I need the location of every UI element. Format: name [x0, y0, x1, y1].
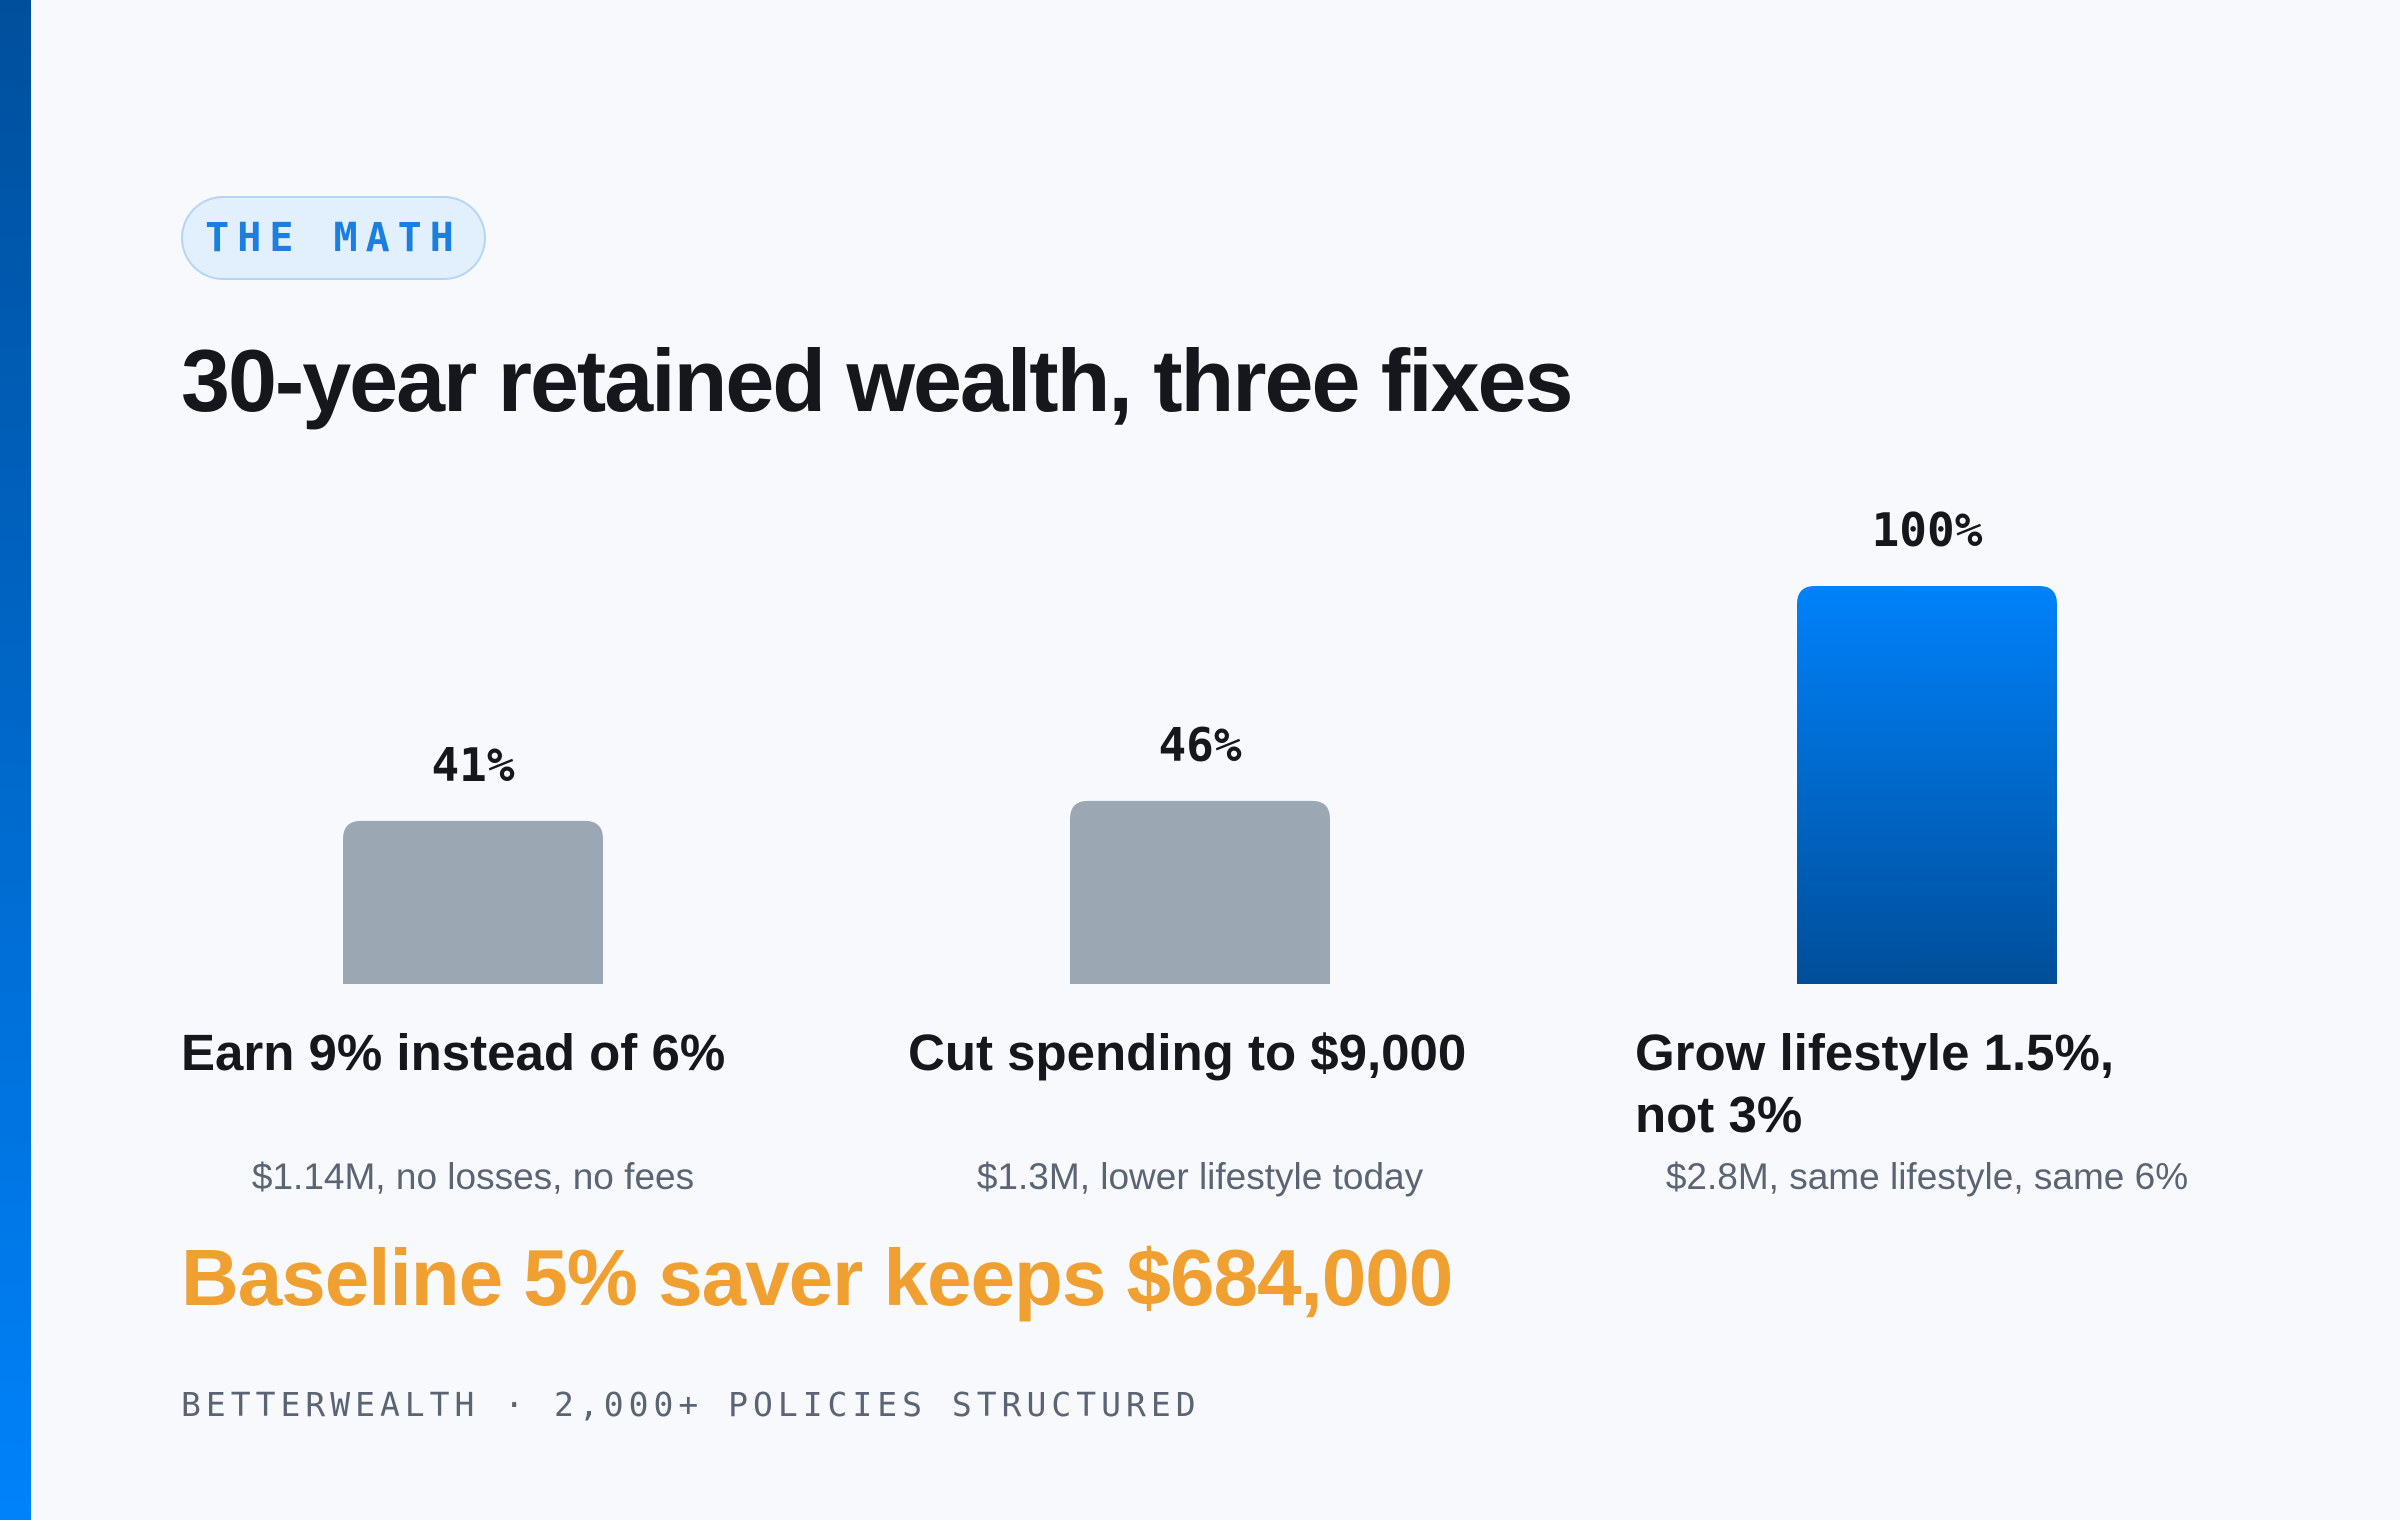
bar — [343, 820, 603, 984]
footer: BETTERWEALTH · 2,000+ POLICIES STRUCTURE… — [181, 1385, 1201, 1424]
category-sublabel: $2.8M, same lifestyle, same 6% — [1665, 1156, 2189, 1197]
accent-stripe — [0, 0, 31, 1520]
category-sublabel: $1.3M, lower lifestyle today — [976, 1156, 1424, 1197]
bar — [1070, 800, 1330, 984]
category-label: Grow lifestyle 1.5%, not 3% — [1635, 1024, 2115, 1143]
tag-pill: THE MATH — [181, 196, 486, 280]
annotation: Baseline 5% saver keeps $684,000 — [181, 1233, 1453, 1322]
bar — [1797, 586, 2057, 984]
value-label: 100% — [1872, 503, 1983, 557]
category-label: Earn 9% instead of 6% — [181, 1024, 726, 1081]
category-label: Cut spending to $9,000 — [908, 1024, 1467, 1081]
chart-title: 30-year retained wealth, three fixes — [181, 331, 1573, 430]
value-label: 46% — [1158, 718, 1241, 772]
category-sublabel: $1.14M, no losses, no fees — [251, 1156, 695, 1197]
value-label: 41% — [431, 738, 514, 792]
